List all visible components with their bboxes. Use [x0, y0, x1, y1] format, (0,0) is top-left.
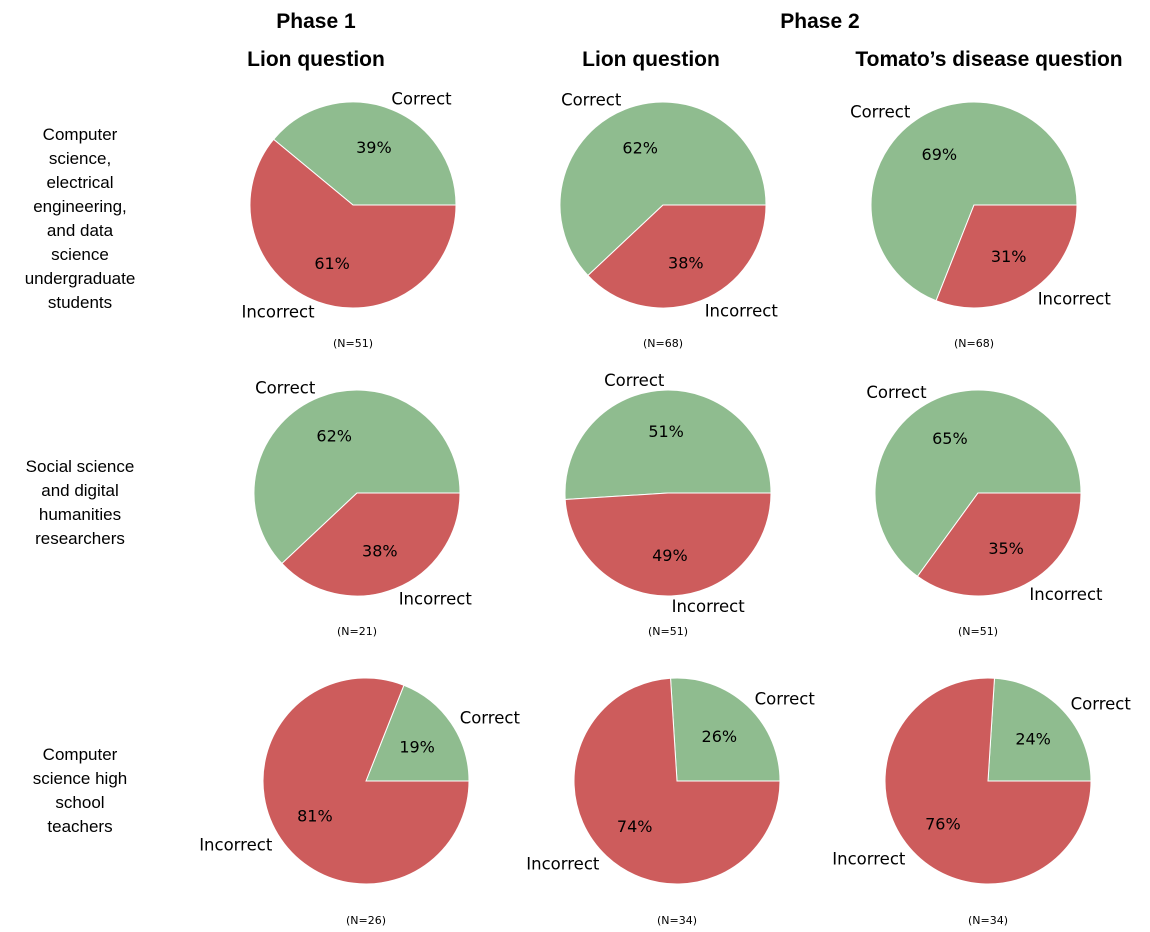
pie-chart: 26% Correct 74% Incorrect (N=34): [526, 677, 816, 927]
pie-category-label-correct: Correct: [391, 89, 452, 108]
pie-category-label-correct: Correct: [255, 379, 316, 398]
sample-size-label: (N=68): [643, 337, 683, 350]
sample-size-label: (N=21): [337, 625, 377, 638]
pie-slice-incorrect: [564, 492, 772, 597]
row-label-line: humanities: [39, 505, 121, 524]
pie-value-label-incorrect: 49%: [652, 546, 688, 565]
pie-category-label-correct: Correct: [755, 689, 816, 708]
sample-size-label: (N=51): [333, 337, 373, 350]
row-label-line: engineering,: [33, 197, 127, 216]
pie-value-label-incorrect: 76%: [925, 814, 961, 833]
pie-value-label-incorrect: 61%: [314, 254, 350, 273]
row-label-line: researchers: [35, 529, 125, 548]
pie-category-label-incorrect: Incorrect: [832, 850, 906, 869]
pies: 39% Correct 61% Incorrect (N=51) 62% Correct 38…: [199, 89, 1131, 927]
pie-category-label-correct: Correct: [561, 91, 622, 110]
pie-value-label-correct: 65%: [932, 429, 968, 448]
pie-value-label-incorrect: 35%: [988, 539, 1024, 558]
pie-slice-correct: [564, 389, 772, 501]
phase-2-title: Phase 2: [780, 10, 859, 33]
row-label-line: Computer: [43, 745, 118, 764]
row-label-line: science high: [33, 769, 128, 788]
pie-slice-correct: [559, 101, 767, 277]
pie-value-label-incorrect: 81%: [297, 807, 333, 826]
sample-size-label: (N=34): [657, 914, 697, 927]
pie-category-label-incorrect: Incorrect: [1038, 290, 1112, 309]
pie-category-label-correct: Correct: [604, 371, 665, 390]
pie-slice-correct: [669, 677, 781, 782]
pie-value-label-incorrect: 31%: [991, 247, 1027, 266]
pie-value-label-correct: 24%: [1015, 730, 1051, 749]
row-label-line: school: [55, 793, 104, 812]
pie-value-label-correct: 62%: [622, 139, 658, 158]
row-labels: Computer science, electrical engineering, an…: [25, 125, 136, 836]
row-label-line: electrical: [46, 173, 113, 192]
sample-size-label: (N=51): [958, 625, 998, 638]
pie-chart: 62% Correct 38% Incorrect (N=21): [253, 379, 473, 638]
pie-value-label-correct: 51%: [648, 422, 684, 441]
pie-value-label-correct: 39%: [356, 138, 392, 157]
pie-slice-incorrect: [916, 492, 1082, 597]
pie-category-label-incorrect: Incorrect: [399, 589, 473, 608]
row-label-line: science: [51, 245, 109, 264]
pie-slice-incorrect: [249, 138, 457, 309]
pie-value-label-incorrect: 38%: [668, 254, 704, 273]
pie-value-label-correct: 62%: [316, 427, 352, 446]
pie-chart: 62% Correct 38% Incorrect (N=68): [559, 91, 779, 350]
column-title-phase1-lion: Lion question: [247, 48, 385, 71]
pie-slice-correct: [365, 684, 470, 782]
pie-category-label-correct: Correct: [866, 383, 927, 402]
pie-slice-incorrect: [935, 204, 1078, 309]
pie-chart: 24% Correct 76% Incorrect (N=34): [832, 677, 1132, 927]
row-label-line: and data: [47, 221, 114, 240]
row-label-line: students: [48, 293, 112, 312]
row-label-line: teachers: [47, 817, 112, 836]
pie-slice-correct: [870, 101, 1078, 302]
pie-value-label-correct: 26%: [702, 727, 738, 746]
pie-category-label-correct: Correct: [460, 708, 521, 727]
pie-slice-correct: [253, 389, 461, 565]
pie-slice-incorrect: [884, 677, 1092, 885]
pie-category-label-correct: Correct: [1071, 694, 1132, 713]
pie-slice-incorrect: [262, 677, 470, 885]
pie-value-label-incorrect: 74%: [617, 817, 653, 836]
sample-size-label: (N=34): [968, 914, 1008, 927]
sample-size-label: (N=68): [954, 337, 994, 350]
pie-slice-incorrect: [281, 492, 461, 597]
pie-slice-incorrect: [587, 204, 767, 309]
pie-chart: 51% Correct 49% Incorrect (N=51): [564, 371, 772, 638]
pie-category-label-incorrect: Incorrect: [241, 303, 315, 322]
pie-slice-correct: [987, 677, 1092, 782]
pie-category-label-incorrect: Incorrect: [705, 301, 779, 320]
pie-chart: 39% Correct 61% Incorrect (N=51): [241, 89, 457, 350]
row-label-line: Computer: [43, 125, 118, 144]
row-label-line: and digital: [41, 481, 119, 500]
pie-chart: 65% Correct 35% Incorrect (N=51): [866, 383, 1103, 638]
pie-category-label-incorrect: Incorrect: [199, 836, 273, 855]
pie-slice-correct: [874, 389, 1082, 578]
pie-category-label-incorrect: Incorrect: [672, 597, 746, 616]
sample-size-label: (N=26): [346, 914, 386, 927]
column-title-phase2-tomato: Tomato’s disease question: [855, 48, 1122, 71]
pie-chart: 69% Correct 31% Incorrect (N=68): [850, 101, 1112, 350]
row-label-line: undergraduate: [25, 269, 136, 288]
pie-slice-incorrect: [573, 677, 781, 885]
pie-chart: 19% Correct 81% Incorrect (N=26): [199, 677, 521, 927]
phase-1-title: Phase 1: [276, 10, 356, 33]
pie-value-label-incorrect: 38%: [362, 542, 398, 561]
pie-value-label-correct: 19%: [399, 737, 435, 756]
row-label-line: Social science: [26, 457, 135, 476]
pie-category-label-incorrect: Incorrect: [526, 855, 600, 874]
pie-category-label-correct: Correct: [850, 102, 911, 121]
pie-category-label-incorrect: Incorrect: [1029, 585, 1103, 604]
row-label-line: science,: [49, 149, 111, 168]
pie-value-label-correct: 69%: [922, 145, 958, 164]
sample-size-label: (N=51): [648, 625, 688, 638]
pie-slice-correct: [272, 101, 457, 206]
column-title-phase2-lion: Lion question: [582, 48, 720, 71]
